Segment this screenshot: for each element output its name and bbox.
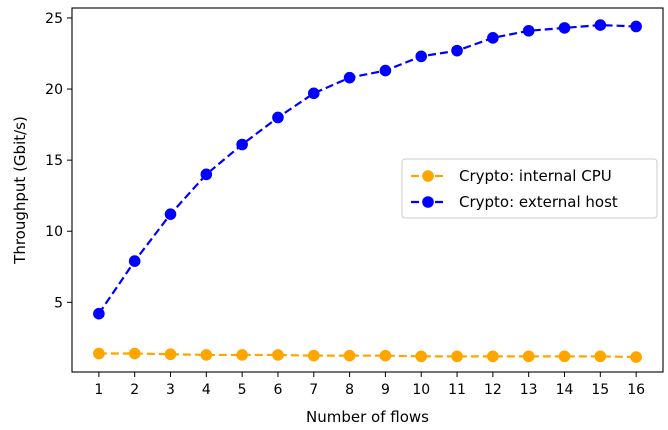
x-tick-label: 6 [273, 382, 282, 398]
series-2-point [236, 138, 248, 151]
series-2-point [272, 111, 284, 124]
x-tick-label: 13 [520, 382, 538, 398]
y-tick-label: 20 [45, 82, 63, 98]
series-2-point [594, 19, 607, 31]
series-2 [93, 19, 642, 320]
legend-box [401, 158, 658, 219]
series-2-point [343, 71, 356, 84]
series-1-point [343, 349, 356, 362]
series-1-point [236, 349, 248, 361]
series-1-point [93, 347, 105, 360]
x-tick-label: 16 [627, 382, 645, 398]
legend-label-2: Crypto: external host [459, 193, 618, 211]
series-1-point [558, 350, 571, 363]
x-tick-label: 7 [309, 382, 318, 398]
x-tick-label: 3 [166, 382, 175, 398]
x-tick-label: 10 [412, 382, 430, 398]
series-1-point [272, 349, 284, 361]
series-1-point [200, 349, 213, 361]
y-tick-label: 5 [54, 295, 63, 311]
x-axis-label: Number of flows [306, 408, 429, 426]
x-tick-label: 9 [381, 382, 390, 398]
x-tick-label: 4 [202, 382, 211, 398]
legend-marker-1 [422, 170, 434, 182]
x-tick-label: 11 [448, 382, 466, 398]
series-1 [93, 347, 642, 363]
x-tick-label: 1 [94, 382, 103, 398]
x-tick-label: 8 [345, 382, 354, 398]
series-2-point [415, 50, 428, 63]
y-tick-label: 10 [45, 224, 63, 240]
x-tick-label: 5 [238, 382, 247, 398]
series-1-point [415, 350, 428, 363]
series-2-point [558, 22, 571, 34]
x-axis: 1 2 3 4 5 6 7 8 9 10 11 12 13 14 15 16 [94, 372, 645, 398]
y-axis-label: Throughput (Gbit/s) [11, 116, 29, 265]
y-axis: 5 10 15 20 25 [45, 11, 72, 311]
series-1-point [630, 351, 642, 363]
series-2-point [164, 208, 177, 220]
series-2-point [379, 64, 392, 77]
series-1-point [307, 349, 320, 362]
series-2-point [128, 255, 141, 267]
y-tick-label: 15 [45, 153, 63, 169]
x-tick-label: 2 [130, 382, 139, 398]
series-1-point [379, 349, 392, 362]
x-tick-label: 15 [591, 382, 609, 398]
series-1-point [164, 348, 177, 361]
legend: Crypto: internal CPU Crypto: external hos… [401, 158, 658, 219]
x-tick-label: 12 [484, 382, 502, 398]
series-1-point [522, 350, 535, 363]
series-2-point [93, 307, 105, 320]
series-1-point [128, 347, 141, 360]
series-2-point [307, 87, 320, 100]
plot-marks [93, 19, 642, 363]
x-tick-label: 14 [556, 382, 574, 398]
plot-frame [71, 7, 664, 373]
series-2-point [522, 24, 535, 37]
series-2-point [630, 20, 642, 33]
series-1-point [594, 350, 607, 363]
y-tick-label: 25 [45, 11, 63, 27]
series-2-point [451, 44, 463, 57]
series-2-point [200, 168, 213, 181]
series-2-line [97, 23, 637, 315]
series-2-point [487, 32, 499, 44]
series-1-point [451, 350, 463, 363]
legend-label-1: Crypto: internal CPU [459, 167, 612, 185]
legend-marker-2 [422, 196, 434, 208]
series-1-point [487, 350, 499, 363]
series-1-line [98, 352, 637, 359]
